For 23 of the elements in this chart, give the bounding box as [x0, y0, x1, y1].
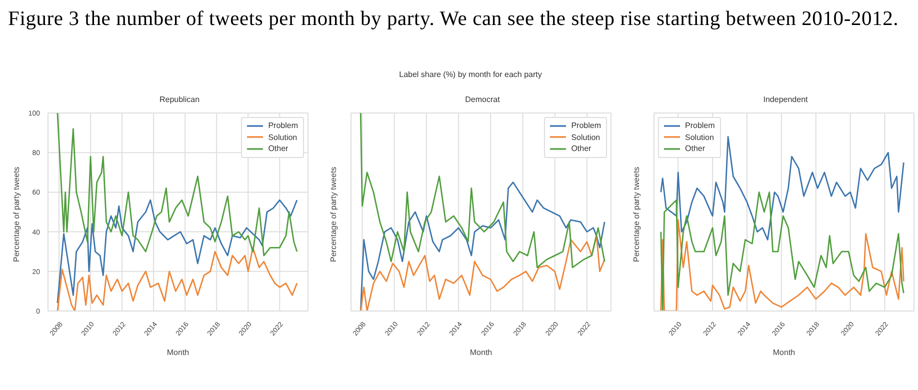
chart-title: Independent: [762, 95, 809, 106]
line-series: [56, 199, 298, 304]
legend-label: Solution: [571, 132, 600, 143]
legend-label: Solution: [268, 132, 298, 143]
text: Label share (%) by month for each party: [398, 70, 543, 79]
legend-label: Other: [571, 143, 592, 154]
legend-label: Other: [685, 143, 706, 154]
y-axis-title: Percentage of party tweets: [632, 166, 641, 262]
line-series: [56, 246, 298, 311]
chart-title: Republican: [158, 95, 201, 106]
legend-label: Problem: [685, 120, 715, 132]
legend-label: Problem: [268, 120, 298, 132]
legend-label: Other: [268, 143, 288, 154]
legend-label: Solution: [685, 132, 714, 143]
chart-title: Democrat: [464, 95, 501, 106]
legend-label: Problem: [571, 120, 601, 132]
x-axis-title: Month: [772, 348, 796, 357]
x-axis-title: Month: [470, 348, 492, 357]
y-axis-title: Percentage of party tweets: [328, 166, 338, 262]
caption: Figure 3 the number of tweets per month by party. We can see the steep rise starting between 2010-2012.: [8, 8, 900, 30]
line-series: [56, 113, 298, 256]
x-axis-title: Month: [166, 348, 190, 357]
y-axis-title: Percentage of party tweets: [12, 166, 21, 262]
